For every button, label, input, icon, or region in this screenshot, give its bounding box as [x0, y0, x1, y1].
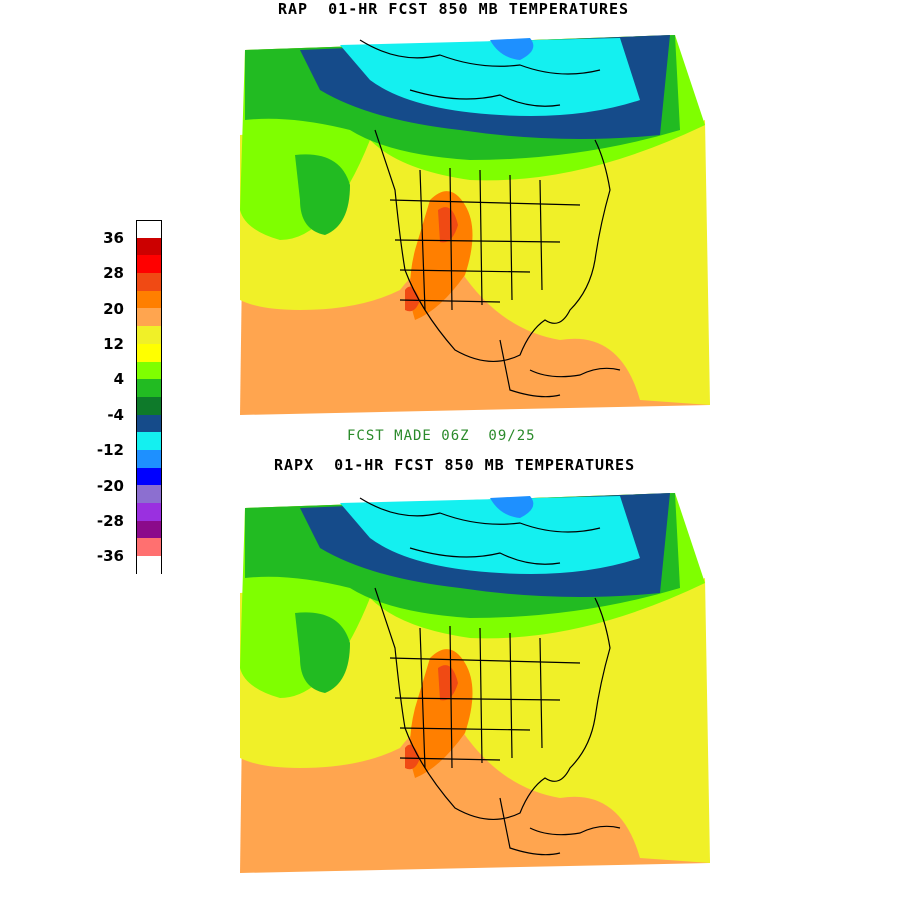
- legend-tick-label: 28: [103, 264, 124, 283]
- legend-swatch: [136, 556, 162, 574]
- legend-swatch: [136, 503, 162, 521]
- legend-swatch: [136, 290, 162, 309]
- legend-swatch: [136, 255, 162, 274]
- map-title-top: RAP 01-HR FCST 850 MB TEMPERATURES: [278, 0, 630, 18]
- legend-swatch: [136, 220, 162, 238]
- legend-swatch: [136, 396, 162, 415]
- legend-swatch: [136, 449, 162, 468]
- legend-swatch: [136, 361, 162, 380]
- legend-tick-label: 12: [103, 334, 124, 353]
- legend-swatch: [136, 485, 162, 503]
- legend-tick-label: 36: [103, 228, 124, 247]
- legend-tick-label: 20: [103, 299, 124, 318]
- legend-swatch: [136, 237, 162, 256]
- legend-swatch: [136, 432, 162, 450]
- legend-swatch: [136, 273, 162, 291]
- legend-tick-label: -20: [96, 476, 124, 495]
- legend-swatch: [136, 343, 162, 362]
- legend-tick-label: -36: [96, 547, 124, 566]
- temperature-map-bottom: [240, 493, 710, 873]
- legend-swatch: [136, 308, 162, 327]
- temperature-legend: 36 28 20 12 4 -4 -12 -20 -28 -36: [97, 220, 162, 574]
- map-title-bottom: RAPX 01-HR FCST 850 MB TEMPERATURES: [274, 456, 636, 474]
- legend-swatch: [136, 538, 162, 557]
- legend-swatch: [136, 467, 162, 486]
- forecast-made-label: FCST MADE 06Z 09/25: [347, 428, 536, 444]
- legend-swatch: [136, 379, 162, 397]
- legend-tick-label: -12: [96, 441, 124, 460]
- legend-tick-label: -4: [107, 405, 124, 424]
- legend-tick-label: 4: [113, 370, 124, 389]
- legend-swatch: [136, 326, 162, 344]
- temperature-map-top: [240, 35, 710, 415]
- legend-tick-label: -28: [96, 511, 124, 530]
- legend-swatch: [136, 414, 162, 433]
- legend-swatch: [136, 520, 162, 539]
